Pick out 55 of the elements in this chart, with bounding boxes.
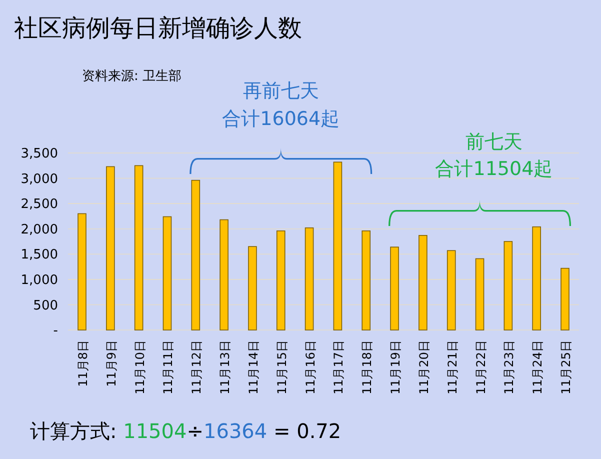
y-tick-label: 500 (33, 298, 58, 314)
bar (446, 250, 456, 330)
x-tick-label: 11月9日 (104, 340, 118, 387)
bar (106, 166, 115, 330)
x-tick-label: 11月14日 (246, 340, 260, 395)
x-tick-label: 11月18日 (360, 340, 374, 395)
bar (304, 227, 314, 330)
text: 计算方式: (30, 419, 124, 443)
text: ÷ (186, 419, 204, 443)
text: = 0.72 (273, 419, 342, 443)
text: 16364 (204, 419, 274, 443)
x-tick-label: 11月10日 (132, 340, 147, 395)
text: 合计16064起 (222, 108, 340, 130)
bar (560, 268, 570, 330)
chart-title: 社区病例每日新增确诊人数 (14, 14, 302, 42)
x-tick-label: 11月11日 (161, 340, 176, 395)
bar (362, 230, 371, 330)
x-tick-label: 11月21日 (445, 340, 460, 395)
bar (220, 219, 228, 330)
text: 再前七天 (242, 80, 319, 102)
x-tick-label: 11月19日 (388, 340, 403, 395)
annotation: 合计11504起 (435, 158, 553, 180)
bar (248, 246, 257, 330)
annotation: 前七天 (465, 131, 522, 153)
y-tick-label: - (53, 324, 58, 339)
bar (134, 165, 144, 330)
x-tick-label: 11月17日 (332, 340, 346, 395)
bar (418, 235, 428, 330)
y-tick-label: 3,000 (20, 172, 58, 187)
bar (276, 230, 286, 330)
x-tick-label: 11月16日 (303, 340, 318, 395)
bar (78, 213, 86, 330)
x-tick-label: 11月23日 (502, 340, 516, 395)
x-tick-label: 11月22日 (474, 340, 488, 395)
text: 资料来源: 卫生部 (82, 69, 182, 84)
y-tick-label: 2,500 (20, 197, 58, 212)
bar (333, 162, 342, 330)
y-tick-label: 1,500 (20, 248, 58, 263)
y-tick-label: 3,500 (20, 146, 58, 162)
bar (390, 246, 399, 330)
x-tick-label: 11月12日 (190, 340, 204, 395)
x-tick-label: 11月15日 (274, 340, 289, 395)
y-tick-label: 1,000 (20, 272, 58, 288)
bar (532, 226, 541, 330)
x-tick-label: 11月20日 (416, 340, 431, 395)
x-tick-label: 11月8日 (76, 340, 90, 387)
bar (475, 258, 484, 330)
bar (504, 241, 513, 330)
x-tick-label: 11月25日 (559, 340, 573, 395)
bar (191, 180, 200, 330)
x-tick-label: 11月24日 (530, 340, 545, 395)
text: 11504 (123, 419, 187, 443)
x-tick-label: 11月13日 (218, 340, 232, 395)
bar (162, 216, 172, 330)
y-tick-label: 2,000 (20, 222, 58, 238)
